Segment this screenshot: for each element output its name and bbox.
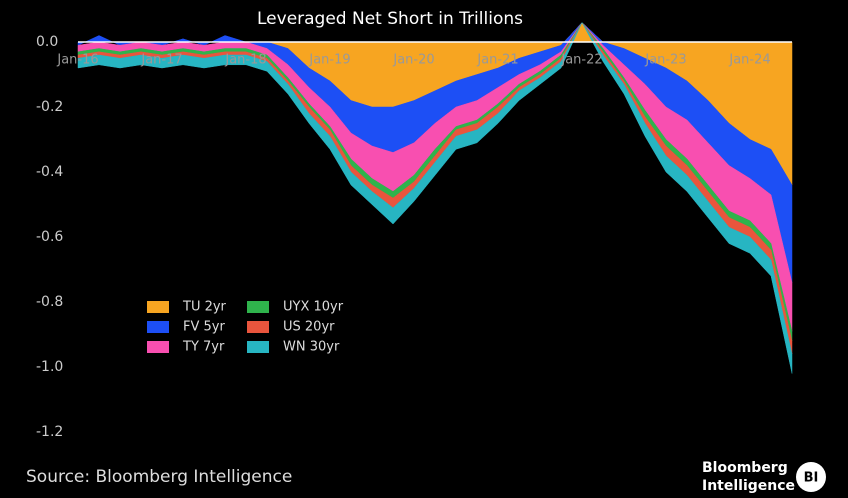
x-tick-label: Jan-17 — [140, 53, 182, 68]
y-tick-label: -0.2 — [36, 99, 63, 115]
x-tick-label: Jan-18 — [224, 53, 266, 68]
brand-name: Bloomberg — [702, 460, 788, 476]
legend-label: UYX 10yr — [283, 300, 344, 315]
x-tick-label: Jan-19 — [308, 53, 350, 68]
legend-swatch — [247, 301, 269, 313]
legend-label: FV 5yr — [183, 320, 225, 335]
y-tick-label: -1.0 — [36, 359, 63, 375]
legend-label: TU 2yr — [182, 300, 227, 315]
x-tick-label: Jan-23 — [644, 53, 686, 68]
legend-label: TY 7yr — [182, 340, 225, 355]
legend-swatch — [147, 301, 169, 313]
source-note: Source: Bloomberg Intelligence — [26, 467, 292, 487]
y-tick-label: -0.4 — [36, 164, 63, 180]
y-tick-label: 0.0 — [36, 34, 58, 50]
x-tick-label: Jan-21 — [476, 53, 518, 68]
legend-swatch — [247, 321, 269, 333]
y-tick-label: -0.8 — [36, 294, 63, 310]
brand-badge — [796, 462, 826, 492]
chart-title: Leveraged Net Short in Trillions — [257, 9, 523, 29]
legend-label: WN 30yr — [283, 340, 340, 355]
legend-swatch — [247, 341, 269, 353]
x-tick-label: Jan-16 — [56, 53, 98, 68]
brand-badge-text: BI — [804, 471, 819, 486]
y-tick-label: -0.6 — [36, 229, 63, 245]
area — [77, 21, 793, 374]
x-tick-label: Jan-22 — [560, 53, 602, 68]
legend-swatch — [147, 321, 169, 333]
x-tick-label: Jan-24 — [728, 53, 770, 68]
legend-swatch — [147, 341, 169, 353]
x-tick-label: Jan-20 — [392, 53, 434, 68]
legend-label: US 20yr — [283, 320, 335, 335]
brand-name: Intelligence — [702, 478, 795, 494]
y-tick-label: -1.2 — [36, 424, 63, 440]
